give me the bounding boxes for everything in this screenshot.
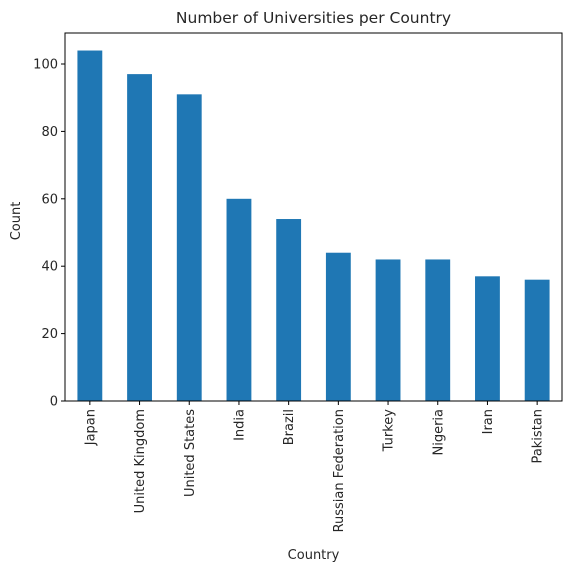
y-axis: 0 20 40 60 80 100 (33, 58, 65, 410)
x-tick-label: India (232, 409, 247, 441)
x-tick-label: Brazil (282, 409, 297, 445)
x-tick-label: Turkey (382, 409, 397, 453)
y-tick-label: 20 (41, 327, 58, 342)
plot-frame (64, 32, 563, 402)
x-axis: Japan United Kingdom United States India Bra… (83, 401, 546, 532)
bar-india (226, 198, 252, 401)
bar-pakistan (524, 279, 550, 401)
chart-title: Number of Universities per Country (176, 9, 451, 27)
y-axis-title: Count (9, 202, 24, 241)
x-tick-label: United States (183, 409, 198, 497)
y-tick-label: 0 (50, 395, 58, 410)
bar-russian-federation (325, 252, 351, 401)
x-tick-label: Nigeria (431, 409, 446, 456)
x-tick-label: Iran (481, 409, 496, 434)
bar-iran (475, 276, 500, 401)
bar-united-states (176, 94, 202, 401)
y-tick-label: 80 (41, 125, 58, 140)
bar-united-kingdom (127, 74, 152, 401)
x-tick-label: United Kingdom (133, 409, 148, 513)
y-tick-label: 60 (41, 192, 58, 207)
bar-nigeria (425, 259, 451, 401)
bar-turkey (375, 259, 401, 401)
x-axis-title: Country (288, 548, 340, 563)
bar-brazil (276, 219, 302, 401)
bar-japan (77, 50, 103, 402)
bars-group (77, 50, 550, 402)
y-tick-label: 100 (33, 58, 58, 73)
x-tick-label: Pakistan (531, 409, 546, 463)
y-tick-label: 40 (41, 260, 58, 275)
x-tick-label: Russian Federation (332, 409, 347, 532)
x-tick-label: Japan (83, 409, 98, 446)
